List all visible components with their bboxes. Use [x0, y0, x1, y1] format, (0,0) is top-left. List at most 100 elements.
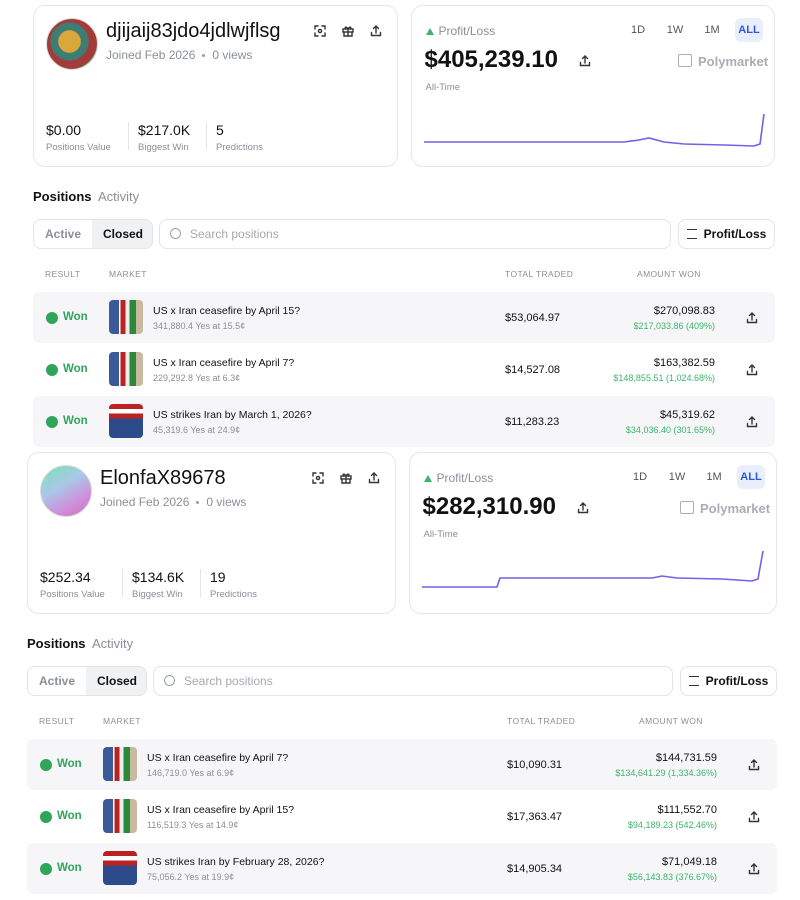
amount-won: $71,049.18: [661, 856, 717, 868]
result: Won: [57, 810, 82, 822]
check-icon: [40, 759, 52, 771]
gift-button[interactable]: [339, 471, 353, 485]
total-traded: $11,283.23: [505, 416, 560, 428]
market-title[interactable]: US strikes Iran by February 28, 2026?: [147, 856, 325, 868]
market-detail: 45,319.6 Yes at 24.9¢: [153, 425, 241, 435]
column-header: TOTAL TRADED: [505, 269, 574, 279]
filter-button[interactable]: Active: [44, 227, 82, 241]
stat-separator: [128, 122, 129, 150]
position-row[interactable]: Won US strikes Iran by March 1, 2026? 45,3…: [33, 396, 775, 447]
market-title[interactable]: US x Iran ceasefire by April 7?: [147, 752, 289, 764]
pnl-label: Profit/Loss: [436, 471, 494, 485]
timeframe-button[interactable]: 1W: [666, 24, 684, 36]
filter-button-selected[interactable]: Closed: [86, 667, 146, 695]
sort-button[interactable]: Profit/Loss: [680, 666, 777, 696]
total-traded: $14,527.08: [505, 364, 561, 376]
sort-label: Profit/Loss: [705, 674, 769, 688]
timeframe-button[interactable]: 1M: [706, 471, 722, 483]
market-thumb: [109, 404, 143, 438]
pnl-label-wrap: Profit/Loss: [425, 24, 495, 38]
row-share[interactable]: [747, 758, 761, 772]
scan-button[interactable]: [311, 471, 325, 485]
pnl-share[interactable]: [578, 54, 592, 68]
check-icon: [40, 811, 52, 823]
scan-button[interactable]: [313, 24, 327, 38]
market-detail: 229,292.8 Yes at 6.3¢: [153, 373, 241, 383]
amount-won: $270,098.83: [653, 305, 715, 317]
filter-button[interactable]: Active: [38, 674, 76, 688]
column-header[interactable]: MARKET: [109, 269, 147, 279]
position-row[interactable]: Won US x Iran ceasefire by April 7? 229,29…: [33, 344, 775, 395]
position-row[interactable]: Won US x Iran ceasefire by April 7? 146,71…: [27, 739, 777, 790]
row-share[interactable]: [747, 862, 761, 876]
joined: Joined Feb 2026: [106, 48, 196, 62]
position-row[interactable]: Won US x Iran ceasefire by April 15? 341,8…: [33, 292, 775, 343]
joined-line: Joined Feb 2026 0 views: [106, 48, 252, 62]
stat-label: Biggest Win: [132, 589, 183, 600]
timeframe-button[interactable]: 1D: [630, 24, 646, 36]
share-button[interactable]: [367, 471, 381, 485]
filter-button-selected[interactable]: Closed: [92, 220, 152, 248]
row-share[interactable]: [745, 363, 759, 377]
stat-value: $252.34: [40, 569, 91, 585]
views: 0 views: [212, 48, 253, 62]
row-share[interactable]: [745, 311, 759, 325]
pnl-value: $405,239.10: [424, 46, 558, 73]
check-icon: [46, 416, 58, 428]
pnl-card: Profit/Loss 1D 1W 1M ALL $282,310.90 Polymarke…: [408, 452, 777, 614]
result: Won: [63, 311, 88, 323]
total-traded: $53,064.97: [505, 312, 561, 324]
column-header: RESULT: [45, 269, 81, 279]
sort-button[interactable]: Profit/Loss: [678, 219, 775, 249]
up-triangle: [425, 28, 434, 35]
result: Won: [57, 862, 82, 874]
market-title[interactable]: US x Iran ceasefire by April 15?: [153, 305, 301, 317]
timeframe-button[interactable]: 1W: [668, 471, 686, 483]
filter-group: Active Closed: [27, 666, 147, 696]
avatar: [46, 18, 98, 70]
brand-name: Polymarket: [700, 501, 771, 516]
timeframe-button[interactable]: ALL: [737, 465, 765, 489]
stat-separator: [206, 122, 207, 150]
timeframe-button[interactable]: 1M: [704, 24, 720, 36]
search-box[interactable]: Search positions: [153, 666, 673, 696]
stat-label: Predictions: [216, 142, 263, 153]
tab[interactable]: Activity: [98, 189, 140, 204]
share-button[interactable]: [369, 24, 383, 38]
row-share[interactable]: [747, 810, 761, 824]
timeframe-button[interactable]: ALL: [735, 18, 763, 42]
row-share[interactable]: [745, 415, 759, 429]
stat-value: $217.0K: [138, 122, 191, 138]
market-title[interactable]: US x Iran ceasefire by April 7?: [153, 357, 295, 369]
search-placeholder: Search positions: [190, 227, 279, 241]
up-triangle: [423, 475, 432, 482]
brand-name: Polymarket: [698, 54, 769, 69]
tab-active[interactable]: Positions: [27, 636, 86, 651]
profit: $56,143.83 (376.67%): [627, 872, 717, 882]
gift-button[interactable]: [341, 24, 355, 38]
sparkline-svg: [423, 113, 765, 147]
amount-won: $45,319.62: [659, 409, 715, 421]
column-header[interactable]: MARKET: [103, 716, 141, 726]
position-row[interactable]: Won US x Iran ceasefire by April 15? 116,5…: [27, 791, 777, 842]
pnl-caption: All-Time: [425, 82, 460, 93]
filter-group: Active Closed: [33, 219, 153, 249]
pnl-share[interactable]: [576, 501, 590, 515]
result: Won: [57, 758, 82, 770]
search-box[interactable]: Search positions: [159, 219, 671, 249]
column-header[interactable]: AMOUNT WON: [639, 716, 703, 726]
search-icon: [164, 675, 175, 686]
tab-active[interactable]: Positions: [33, 189, 92, 204]
tab[interactable]: Activity: [92, 636, 134, 651]
timeframe-button[interactable]: 1D: [632, 471, 648, 483]
column-header[interactable]: AMOUNT WON: [637, 269, 701, 279]
pnl-value: $282,310.90: [422, 493, 556, 520]
market-title[interactable]: US strikes Iran by March 1, 2026?: [153, 409, 312, 421]
market-title[interactable]: US x Iran ceasefire by April 15?: [147, 804, 295, 816]
brand: Polymarket: [678, 54, 768, 69]
check-icon: [46, 312, 58, 324]
separator-dot: [196, 501, 200, 505]
profit: $148,855.51 (1,024.68%): [613, 373, 715, 383]
market-detail: 116,519.3 Yes at 14.9¢: [147, 820, 239, 830]
position-row[interactable]: Won US strikes Iran by February 28, 2026?…: [27, 843, 777, 894]
